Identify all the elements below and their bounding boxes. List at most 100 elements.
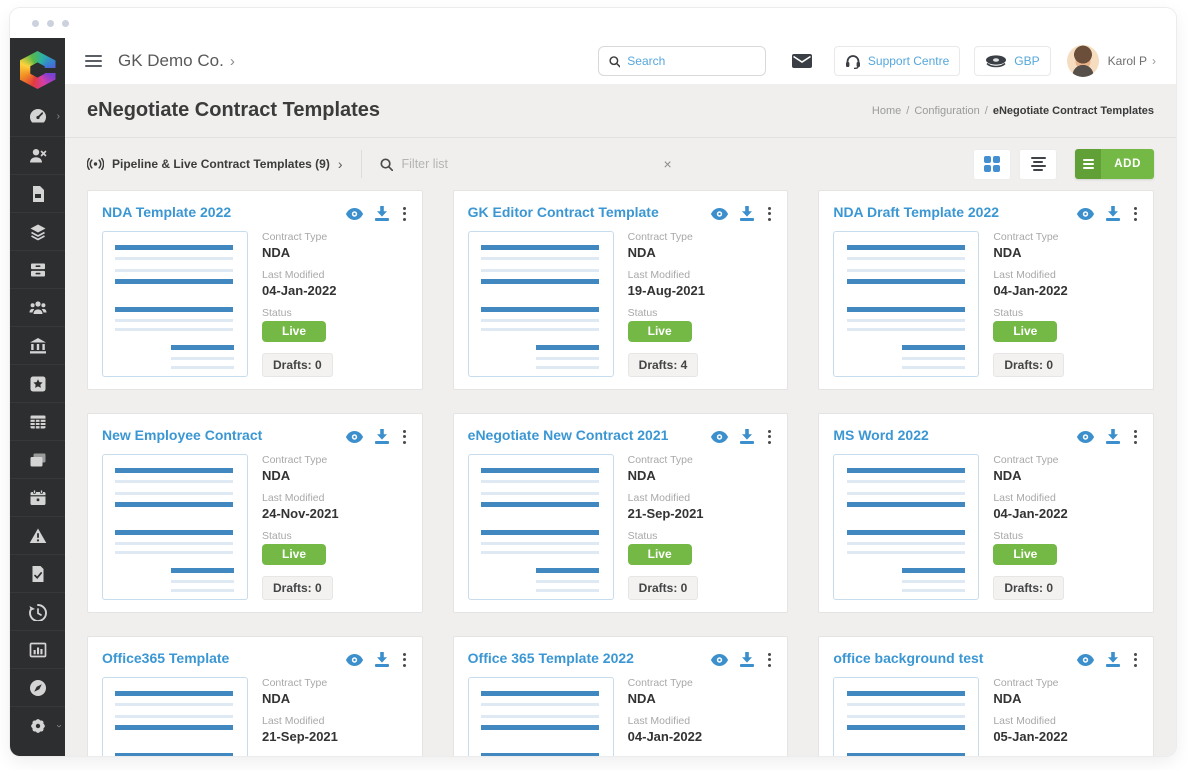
template-title[interactable]: NDA Draft Template 2022 — [833, 204, 1000, 220]
download-icon[interactable] — [1105, 652, 1120, 667]
sidebar-item-dashboard[interactable]: › — [10, 98, 65, 136]
sidebar-item-favourites[interactable] — [10, 364, 65, 402]
download-icon[interactable] — [740, 652, 755, 667]
template-title[interactable]: Office 365 Template 2022 — [467, 650, 634, 666]
download-icon[interactable] — [374, 652, 389, 667]
grid-view-button[interactable] — [973, 148, 1012, 180]
document-thumbnail[interactable] — [467, 230, 614, 377]
document-thumbnail[interactable] — [467, 453, 614, 600]
messages-button[interactable] — [791, 54, 812, 68]
preview-eye-icon[interactable] — [1076, 430, 1094, 443]
download-icon[interactable] — [374, 429, 389, 444]
breadcrumb-configuration[interactable]: Configuration — [914, 104, 980, 117]
last-modified-label: Last Modified — [262, 491, 325, 504]
sidebar-item-browse[interactable] — [10, 668, 65, 706]
status-label: Status — [993, 306, 1024, 319]
search-icon — [609, 55, 621, 67]
document-thumbnail[interactable] — [467, 676, 614, 756]
document-thumbnail[interactable] — [102, 676, 248, 756]
more-options-icon[interactable] — [401, 206, 408, 221]
app-window: › — [10, 8, 1176, 756]
preview-eye-icon[interactable] — [711, 430, 729, 443]
grid-icon — [984, 156, 1001, 172]
page-title-bar: eNegotiate Contract Templates Home / Confi… — [65, 84, 1176, 138]
download-icon[interactable] — [740, 206, 755, 221]
more-options-icon[interactable] — [401, 652, 408, 667]
more-options-icon[interactable] — [766, 429, 773, 444]
more-options-icon[interactable] — [401, 429, 408, 444]
sidebar-item-documents[interactable] — [10, 174, 65, 212]
sidebar-item-archive[interactable] — [10, 250, 65, 288]
template-title[interactable]: eNegotiate New Contract 2021 — [467, 427, 669, 443]
template-title[interactable]: New Employee Contract — [102, 427, 263, 443]
menu-hamburger-icon[interactable] — [85, 52, 102, 70]
download-icon[interactable] — [1105, 206, 1120, 221]
template-card: NDA Template 2022 Contract Type NDA Las — [87, 190, 423, 390]
preview-eye-icon[interactable] — [711, 653, 729, 666]
sidebar-item-folders[interactable] — [10, 440, 65, 478]
user-menu[interactable]: Karol P › — [1107, 54, 1156, 68]
download-icon[interactable] — [740, 429, 755, 444]
search-icon — [379, 157, 393, 171]
download-icon[interactable] — [1105, 429, 1120, 444]
more-options-icon[interactable] — [1132, 429, 1139, 444]
window-dot-icon — [32, 19, 39, 27]
list-view-button[interactable] — [1019, 148, 1058, 180]
sidebar-item-reports[interactable] — [10, 630, 65, 668]
last-modified-value: 04-Jan-2022 — [262, 282, 337, 298]
sidebar-item-data-table[interactable] — [10, 402, 65, 440]
contract-type-value: NDA — [993, 690, 1022, 706]
preview-eye-icon[interactable] — [345, 430, 363, 443]
search-input[interactable] — [627, 54, 755, 68]
company-selector[interactable]: GK Demo Co. › — [118, 51, 235, 70]
filter-box — [379, 157, 652, 171]
currency-button[interactable]: GBP — [974, 46, 1051, 76]
scope-selector[interactable]: Pipeline & Live Contract Templates (9) › — [87, 156, 343, 172]
sidebar-item-layers[interactable] — [10, 212, 65, 250]
layers-icon — [30, 224, 45, 240]
template-title[interactable]: GK Editor Contract Template — [467, 204, 659, 220]
sidebar-item-alerts[interactable] — [10, 516, 65, 554]
template-title[interactable]: MS Word 2022 — [833, 427, 929, 443]
contract-type-label: Contract Type — [627, 453, 693, 466]
sidebar-item-history[interactable] — [10, 592, 65, 630]
sidebar-item-calendar[interactable] — [10, 478, 65, 516]
document-thumbnail[interactable] — [102, 453, 248, 600]
support-centre-button[interactable]: Support Centre — [833, 46, 961, 76]
sidebar-item-approved-documents[interactable] — [10, 554, 65, 592]
page-title: eNegotiate Contract Templates — [87, 99, 381, 121]
preview-eye-icon[interactable] — [345, 207, 363, 220]
add-menu-grip-icon — [1075, 149, 1102, 179]
sidebar-item-user-permissions[interactable] — [10, 136, 65, 174]
status-label: Status — [262, 529, 292, 542]
preview-eye-icon[interactable] — [1076, 653, 1094, 666]
document-thumbnail[interactable] — [102, 230, 248, 377]
preview-eye-icon[interactable] — [1076, 207, 1094, 220]
more-options-icon[interactable] — [1132, 206, 1139, 221]
add-button[interactable]: ADD — [1075, 149, 1154, 179]
preview-eye-icon[interactable] — [345, 653, 363, 666]
gatekeeper-logo[interactable] — [19, 51, 56, 89]
template-title[interactable]: NDA Template 2022 — [102, 204, 232, 220]
template-card-grid: NDA Template 2022 Contract Type NDA Las — [65, 190, 1176, 756]
more-options-icon[interactable] — [766, 206, 773, 221]
sidebar-item-people[interactable] — [10, 288, 65, 326]
last-modified-label: Last Modified — [627, 491, 691, 504]
document-thumbnail[interactable] — [833, 453, 980, 600]
document-thumbnail[interactable] — [833, 676, 980, 756]
template-title[interactable]: Office365 Template — [102, 650, 230, 666]
contract-type-label: Contract Type — [262, 230, 328, 243]
download-icon[interactable] — [374, 206, 389, 221]
filter-input[interactable] — [401, 157, 652, 171]
breadcrumb-home[interactable]: Home — [871, 104, 902, 117]
clear-filter-button[interactable]: × — [663, 156, 672, 172]
sidebar-item-organisation[interactable] — [10, 326, 65, 364]
preview-eye-icon[interactable] — [711, 207, 729, 220]
document-thumbnail[interactable] — [833, 230, 980, 377]
sidebar-item-settings[interactable]: › — [10, 706, 65, 744]
template-title[interactable]: office background test — [833, 650, 984, 666]
user-avatar[interactable] — [1066, 45, 1099, 77]
more-options-icon[interactable] — [1132, 652, 1139, 667]
add-button-label: ADD — [1101, 149, 1154, 179]
more-options-icon[interactable] — [766, 652, 773, 667]
